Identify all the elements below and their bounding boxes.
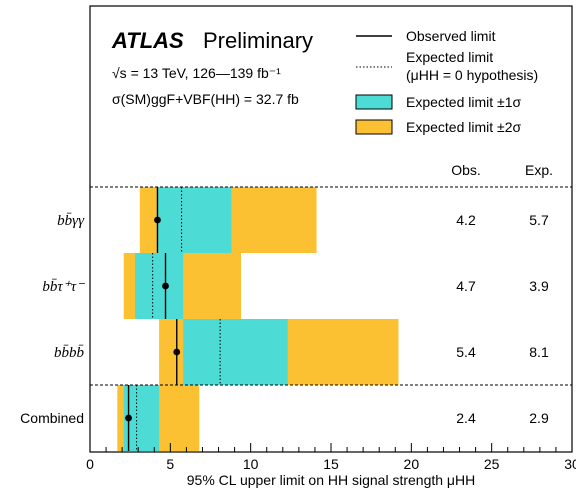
obs-value-0: 4.2 <box>456 212 476 228</box>
x-tick-label-5: 5 <box>166 456 174 472</box>
x-axis-label: 95% CL upper limit on HH signal strength… <box>187 472 475 488</box>
obs-value-1: 4.7 <box>456 278 476 294</box>
band1-1 <box>135 253 183 319</box>
legend-band2-label: Expected limit ±2σ <box>406 119 522 135</box>
preliminary-label: Preliminary <box>203 28 313 53</box>
legend-band2-swatch <box>356 120 392 134</box>
category-label-3: Combined <box>20 410 84 426</box>
observed-point-1 <box>162 283 169 290</box>
observed-point-2 <box>173 349 180 356</box>
legend-observed-label: Observed limit <box>406 28 496 44</box>
x-tick-label-15: 15 <box>323 456 339 472</box>
legend-band1-label: Expected limit ±1σ <box>406 94 522 110</box>
bands-layer <box>117 187 398 451</box>
exp-value-1: 3.9 <box>529 278 549 294</box>
legend-expected-label: Expected limit <box>406 49 493 65</box>
legend-band1-swatch <box>356 95 392 109</box>
observed-point-3 <box>125 415 132 422</box>
band1-2 <box>183 319 287 385</box>
category-label-2: bb̄bb̄ <box>54 345 85 361</box>
exp-value-3: 2.9 <box>529 410 549 426</box>
energy-lumi-text: √s = 13 TeV, 126—139 fb⁻¹ <box>112 65 281 81</box>
x-tick-label-30: 30 <box>564 456 576 472</box>
exp-value-0: 5.7 <box>529 212 549 228</box>
obs-column-header: Obs. <box>451 162 481 178</box>
cross-section-text: σ(SM)ggF+VBF(HH) = 32.7 fb <box>112 91 299 107</box>
exp-value-2: 8.1 <box>529 344 549 360</box>
obs-value-3: 2.4 <box>456 410 476 426</box>
x-tick-label-10: 10 <box>243 456 259 472</box>
category-label-0: bb̄γγ <box>57 213 85 229</box>
x-tick-label-25: 25 <box>484 456 500 472</box>
category-label-1: bb̄τ⁺τ⁻ <box>42 279 85 295</box>
legend-expected-sublabel: (μHH = 0 hypothesis) <box>406 67 538 83</box>
x-tick-label-0: 0 <box>86 456 94 472</box>
observed-point-0 <box>154 217 161 224</box>
band1-0 <box>157 187 231 253</box>
x-tick-label-20: 20 <box>404 456 420 472</box>
obs-value-2: 5.4 <box>456 344 476 360</box>
atlas-label: ATLAS <box>111 28 184 53</box>
exp-column-header: Exp. <box>525 162 553 178</box>
